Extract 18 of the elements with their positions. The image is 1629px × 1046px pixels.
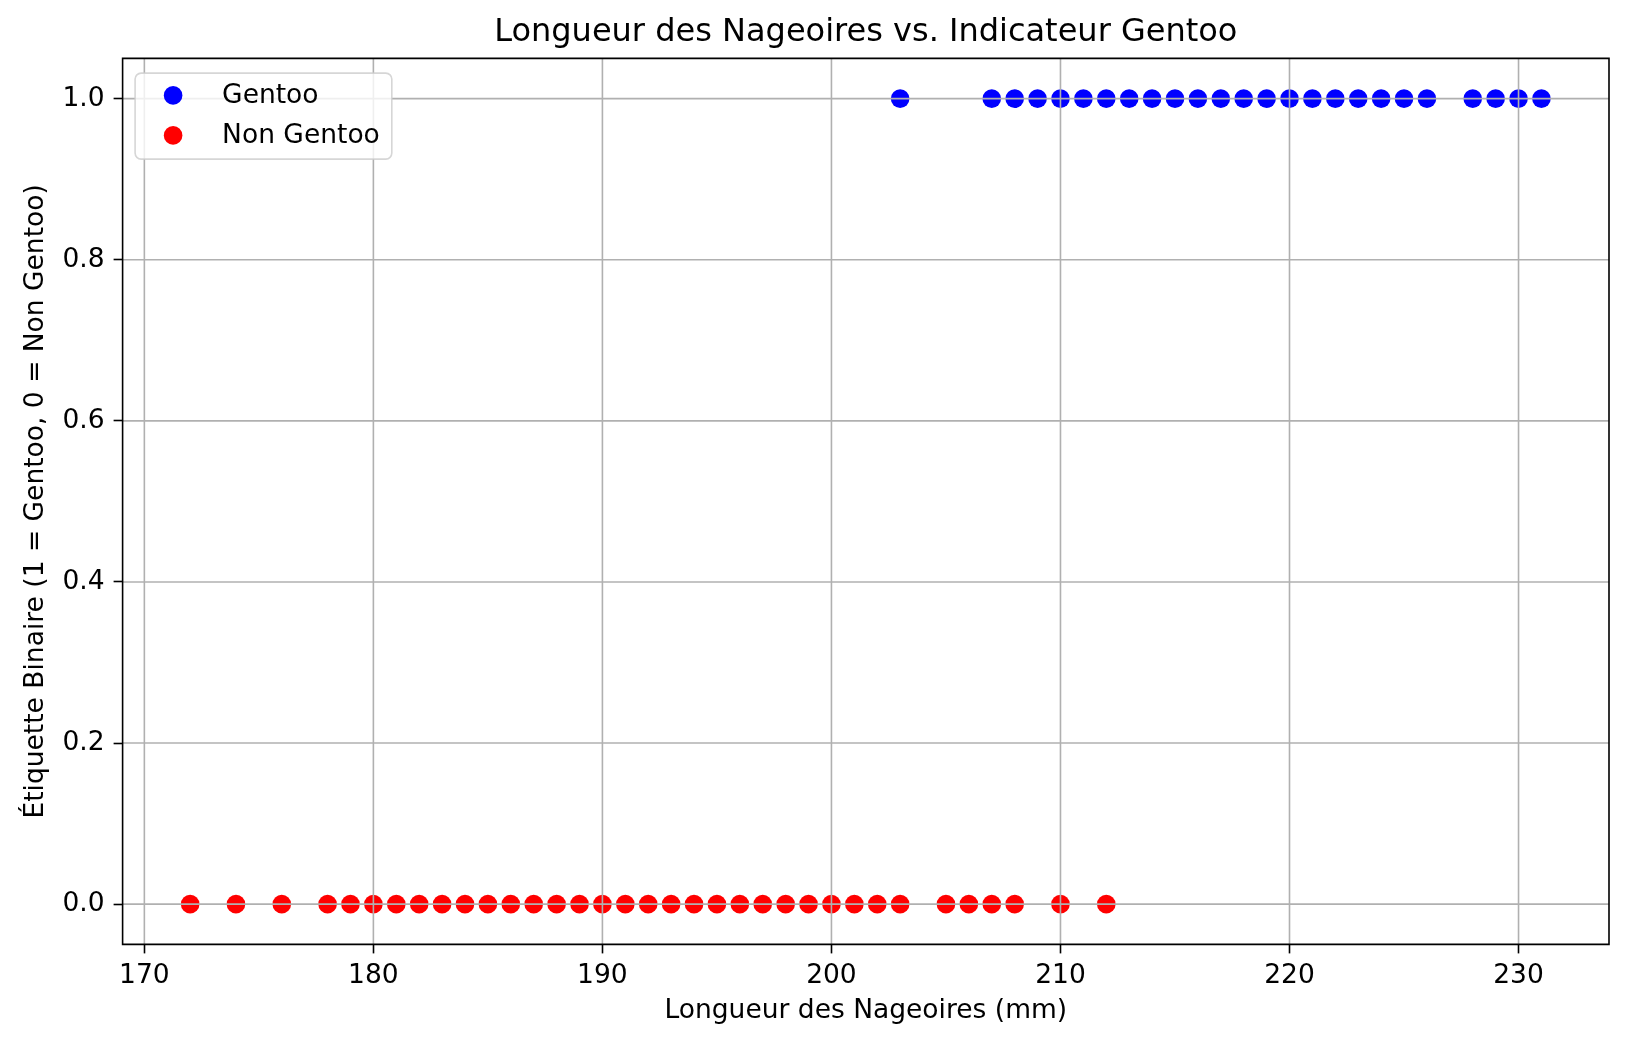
x-axis-title: Longueur des Nageoires (mm) (664, 992, 1068, 1024)
y-tick-label: 0.2 (62, 724, 105, 756)
y-tick-label: 0.6 (62, 402, 105, 434)
x-tick-label: 220 (1264, 958, 1315, 990)
y-tick-label: 0.8 (62, 241, 105, 273)
x-tick-label: 170 (119, 958, 170, 990)
chart-title: Longueur des Nageoires vs. Indicateur Gentoo (494, 10, 1238, 49)
x-tick-label: 200 (806, 958, 857, 990)
y-axis-title: Étiquette Binaire (1 = Gentoo, 0 = Non Gentoo) (17, 184, 49, 819)
x-tick-label: 230 (1493, 958, 1544, 990)
legend-label: Gentoo (222, 78, 319, 110)
x-tick-label: 210 (1035, 958, 1086, 990)
x-tick-label: 190 (577, 958, 628, 990)
legend-label: Non Gentoo (222, 118, 380, 150)
y-tick-label: 0.4 (62, 563, 105, 595)
y-tick-label: 1.0 (62, 80, 105, 112)
y-tick-label: 0.0 (62, 886, 105, 918)
x-tick-label: 180 (348, 958, 399, 990)
